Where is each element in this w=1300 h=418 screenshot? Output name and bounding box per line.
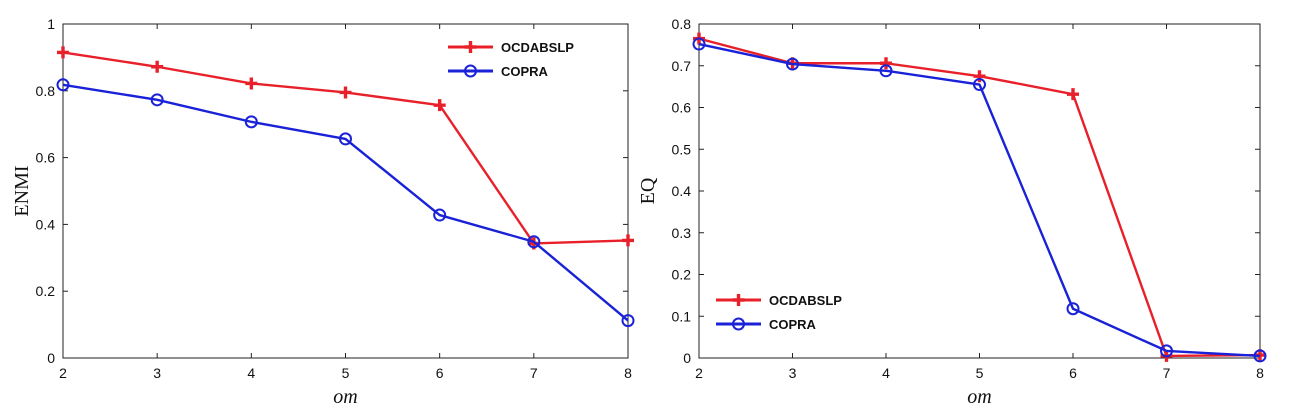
y-tick-label: 0 — [683, 350, 691, 366]
data-point — [527, 235, 541, 249]
data-point — [1253, 349, 1267, 363]
series-OCDABSLP — [57, 46, 634, 250]
data-point — [880, 57, 892, 70]
y-tick-label: 0.2 — [36, 283, 56, 299]
data-point — [150, 93, 164, 107]
chart-panel-2: 2 3 4 5 6 7 8 0 0.1 0.2 0.3 0.4 0.5 0.6 0.7 0.8 om EQ OCDA… — [637, 16, 1267, 408]
x-tick-label: 4 — [882, 365, 890, 381]
x-tick-label: 2 — [695, 365, 703, 381]
data-point — [692, 37, 706, 51]
x-tick-label: 4 — [247, 365, 255, 381]
y-tick-label: 0.1 — [672, 308, 692, 324]
y-tick-label: 0.7 — [672, 58, 692, 74]
y-tick-label: 0.4 — [672, 183, 692, 199]
legend-label: COPRA — [501, 64, 549, 79]
legend: OCDABSLP COPRA — [716, 293, 842, 332]
legend-label: OCDABSLP — [769, 293, 842, 308]
x-tick-label: 7 — [530, 365, 538, 381]
data-point — [339, 86, 352, 99]
series-OCDABSLP — [693, 32, 1266, 362]
legend-marker — [464, 41, 477, 53]
legend-marker — [732, 317, 745, 331]
x-tick-label: 6 — [1069, 365, 1077, 381]
series-line — [62, 83, 629, 322]
data-point — [57, 46, 69, 59]
y-tick-label: 1 — [47, 16, 55, 32]
y-tick-label: 0.8 — [672, 16, 692, 32]
data-point — [151, 60, 164, 73]
data-point — [244, 115, 258, 129]
chart-panel-1: 2 3 4 5 6 7 8 0 0.2 0.4 0.6 0.8 1 om ENMI OCDABSLP COPRA — [11, 16, 635, 408]
data-point — [433, 99, 446, 112]
legend-label: COPRA — [769, 317, 817, 332]
y-tick-label: 0.8 — [36, 83, 56, 99]
legend-marker — [464, 64, 477, 78]
data-point — [973, 78, 986, 92]
data-point — [339, 132, 352, 146]
data-point — [56, 78, 70, 92]
series-COPRA — [692, 37, 1267, 363]
x-tick-label: 3 — [153, 365, 161, 381]
data-point — [1067, 88, 1079, 101]
legend-label: OCDABSLP — [501, 40, 574, 55]
x-tick-label: 5 — [342, 365, 350, 381]
series-line — [698, 42, 1261, 358]
x-tick-label: 5 — [976, 365, 984, 381]
data-point — [973, 70, 986, 83]
data-point — [1160, 344, 1173, 358]
data-point — [1066, 302, 1080, 316]
x-tick-label: 6 — [436, 365, 444, 381]
y-tick-label: 0.5 — [672, 141, 692, 157]
x-tick-label: 8 — [624, 365, 632, 381]
x-tick-label: 2 — [59, 365, 67, 381]
x-tick-label: 7 — [1163, 365, 1171, 381]
x-axis-label: om — [967, 386, 991, 408]
data-point — [622, 234, 634, 247]
y-axis-label: EQ — [637, 177, 659, 204]
x-tick-label: 8 — [1256, 365, 1264, 381]
x-tick-label: 3 — [789, 365, 797, 381]
y-tick-label: 0.4 — [36, 216, 56, 232]
data-point — [433, 208, 447, 222]
y-tick-label: 0.6 — [672, 100, 692, 116]
y-tick-label: 0.2 — [672, 267, 692, 283]
y-axis-label: ENMI — [11, 165, 33, 216]
y-tick-label: 0.6 — [36, 150, 56, 166]
series-line — [62, 51, 629, 245]
x-axis-label: om — [333, 386, 357, 408]
legend: OCDABSLP COPRA — [448, 40, 574, 79]
y-tick-label: 0 — [47, 350, 55, 366]
data-point — [786, 57, 799, 71]
legend-marker — [732, 294, 745, 306]
data-point — [621, 314, 635, 328]
data-point — [245, 77, 258, 90]
series-COPRA — [56, 78, 635, 328]
y-tick-label: 0.3 — [672, 225, 692, 241]
data-point — [879, 64, 893, 78]
